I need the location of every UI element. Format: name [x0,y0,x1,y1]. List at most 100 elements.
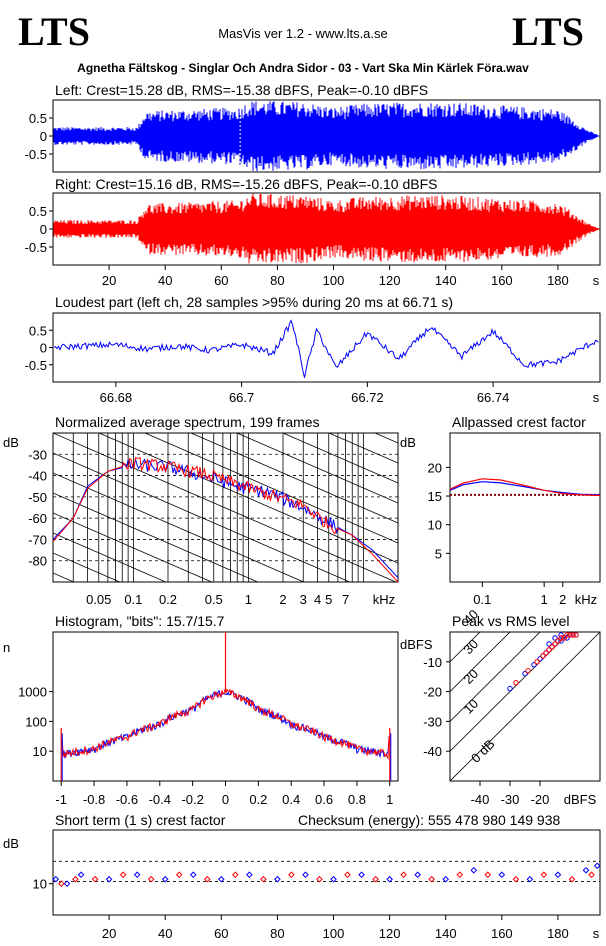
spectrum-slope-line [53,452,351,582]
loudest-part-xunit: s [593,390,600,405]
peak-rms-point [567,632,573,638]
short-term-point [400,871,407,879]
peak-rms-point [552,635,558,641]
spectrum-xunit: kHz [373,592,395,607]
peak-rms-crest-line [450,632,481,663]
peak-rms-point [522,671,528,677]
spectrum-ytick-label: -50 [28,490,47,505]
short-term-ylabel: dB [3,836,19,851]
peak-rms-point [507,685,513,692]
left-waveform-ytick-label: 0 [40,129,47,144]
short-term-point [498,871,506,879]
short-term-point [554,871,562,879]
short-term-point [63,880,71,887]
spectrum-ytick-label: -30 [28,447,47,462]
peak-rms-xtick-label: -20 [531,792,550,807]
short-term-point [372,875,379,883]
spectrum-xtick-label: 3 [300,592,307,607]
spectrum-xtick-label: 7 [342,592,349,607]
loudest-part-xtick-label: 66.7 [229,390,254,405]
right-waveform-xtick-label: 60 [214,273,228,288]
peak-rms-point [564,632,570,638]
peak-rms-point [564,635,570,641]
spectrum-slope-line [143,433,398,544]
short-term-point [203,875,211,883]
histogram-ylabel: n [3,640,10,655]
peak-rms-point [573,632,579,638]
spectrum-slope-line [281,433,398,484]
allpassed-frame [449,432,601,583]
peak-rms-frame [449,631,601,782]
allpassed-ylabel: dB [400,435,416,450]
allpassed-xtick-label: 1 [541,592,548,607]
spectrum-xtick-label: 0.2 [159,592,177,607]
peak-rms-point [552,641,558,647]
histogram-title: Histogram, "bits": 15.7/15.7 [55,613,225,629]
short-term-point [484,871,492,879]
spectrum-slope-line [53,552,121,582]
spectrum-xtick-label: 2 [279,592,286,607]
spectrum-ytick-label: -80 [28,554,47,569]
short-term-point [302,871,309,879]
peak-rms-crest-label: 20 [460,666,481,687]
spectrum-slope-line [53,433,397,582]
short-term-point [52,875,60,883]
short-term-ytick-label: 10 [33,877,47,892]
short-term-point [175,871,183,879]
peak-rms-crest-label: 40 [460,606,481,627]
histogram-xtick-label: -0.8 [83,792,105,807]
short-term-point [386,875,393,883]
peak-rms-crest-lines: 0 dB 10 20 30 40 [450,606,600,781]
short-term-point [540,871,548,879]
right-waveform-xtick-label: 20 [102,273,116,288]
short-term-point [456,871,464,879]
short-term-point [105,875,113,883]
short-term-xtick-label: 120 [379,926,401,941]
spectrum-slope-line [373,433,398,444]
right-waveform-ytick-label: -0.5 [25,240,47,255]
peak-rms-crest-line [450,632,511,693]
peak-rms-xtick-label: -30 [501,792,520,807]
right-waveform-xtick-label: 80 [270,273,284,288]
short-term-point [442,875,450,883]
histogram-xtick-label: 1 [386,792,393,807]
short-term-xtick-label: 140 [435,926,457,941]
short-term-xtick-label: 60 [214,926,228,941]
short-term-point [119,871,127,879]
short-term-xunit: s [593,926,600,941]
short-term-point [232,871,239,879]
peak-rms-ytick-label: -20 [423,685,442,700]
short-term-point [568,875,576,883]
peak-rms-point [513,679,519,686]
short-term-xtick-label: 100 [323,926,345,941]
spectrum-slope-line [53,532,167,582]
peak-rms-ytick-label: -30 [423,714,442,729]
histogram-ytick-label: 100 [25,714,47,729]
short-term-xtick-label: 80 [270,926,284,941]
histogram-xtick-label: 0.6 [315,792,333,807]
short-term-point [58,880,65,887]
right-waveform-ytick-label: 0 [40,222,47,237]
histogram-xtick-label: 0.8 [348,792,366,807]
histogram-xtick-label: 0.2 [249,792,267,807]
loudest-part-xtick-label: 66.72 [351,390,384,405]
histogram-ytick-label: 1000 [18,685,47,700]
peak-rms-point [531,662,537,668]
spectrum-slope-line [53,512,213,582]
short-term-point [593,862,601,870]
short-term-point [582,866,590,874]
allpassed-xtick-label: 0.1 [473,592,491,607]
checksum-text: Checksum (energy): 555 478 980 149 938 [298,812,561,828]
peak-rms-point [525,668,531,674]
allpassed-title: Allpassed crest factor [452,414,586,430]
peak-rms-point [558,635,564,641]
histogram-xtick-label: -0.6 [116,792,138,807]
spectrum-ytick-label: -40 [28,469,47,484]
peak-rms-crest-label: 10 [460,696,481,717]
histogram-xtick-label: -1 [55,792,67,807]
version-text: MasVis ver 1.2 - www.lts.a.se [218,26,388,41]
peak-rms-point [561,635,567,641]
spectrum-slope-line [53,472,305,582]
spectrum-xtick-label: 0.5 [205,592,223,607]
